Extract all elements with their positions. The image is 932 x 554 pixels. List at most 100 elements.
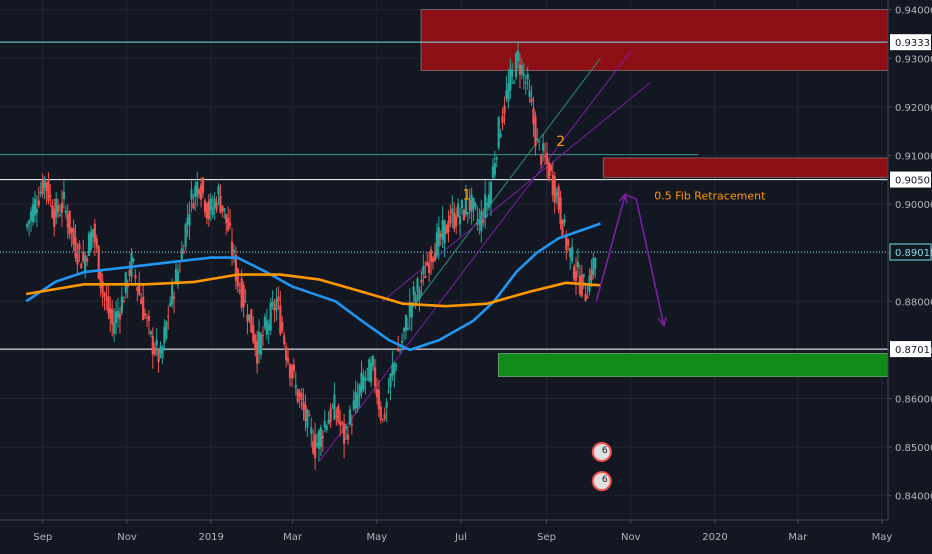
candle-body (228, 222, 232, 226)
candle-body (252, 325, 255, 343)
candle-body (389, 373, 392, 388)
candle-body (337, 405, 340, 422)
candle-body (105, 298, 108, 301)
candle-body (373, 367, 377, 387)
candle-body (352, 400, 355, 410)
candle-body (286, 357, 290, 363)
projection-path (595, 193, 665, 326)
candle-body (232, 249, 236, 252)
candle-body (62, 191, 66, 200)
candle-body (149, 331, 152, 335)
candle-body (82, 252, 85, 262)
price-tag-label: 0.90505 (895, 176, 932, 187)
candle-body (290, 365, 294, 379)
candle-body (362, 375, 365, 390)
candle-body (147, 315, 151, 322)
candle-body (584, 294, 587, 301)
candle-body (68, 210, 71, 235)
candle-body (327, 419, 330, 425)
time-axis-label: Jul (454, 532, 467, 543)
candle-body (178, 269, 181, 271)
candle-body (416, 278, 419, 292)
candle-body (470, 194, 473, 212)
candle-body (395, 365, 398, 367)
candle-body (314, 434, 317, 459)
candle-body (451, 208, 454, 215)
zone-resistance-upper (420, 9, 889, 71)
candle-body (288, 364, 292, 378)
candle-body (136, 287, 139, 291)
moving-average-line (25, 222, 601, 352)
zone-resistance-lower (602, 157, 889, 178)
candle-body (143, 313, 147, 316)
candle-body (433, 252, 437, 262)
candle-body (339, 421, 342, 426)
trendline (409, 58, 601, 312)
candle-body (385, 402, 388, 408)
candle-body (371, 356, 375, 367)
candle-body (397, 349, 400, 352)
candle-body (553, 176, 556, 203)
candle-body (122, 300, 125, 303)
candle-body (167, 316, 170, 318)
time-axis-panel (0, 520, 932, 550)
candle-body (426, 261, 429, 266)
candle-body (273, 307, 276, 311)
candle-body (33, 199, 37, 216)
candle-body (435, 232, 438, 256)
annotation-label: 0.5 Fib Retracement (654, 189, 766, 202)
candle-body (455, 215, 458, 227)
candle-body (190, 189, 193, 200)
time-axis-label: May (366, 532, 387, 543)
candle-body (567, 239, 570, 246)
candle-body (472, 197, 475, 209)
candle-body (49, 195, 52, 198)
candle-body (35, 208, 38, 213)
candle-body (458, 216, 462, 225)
candle-body (400, 340, 404, 343)
candle-body (201, 178, 205, 193)
candle-body (486, 203, 489, 206)
price-tag-label: 0.93332 (895, 38, 932, 49)
candle-body (261, 335, 265, 337)
annotation-label: 2 (556, 134, 565, 150)
candle-body (360, 372, 363, 393)
candle-body (230, 241, 234, 256)
candle-body (213, 198, 216, 208)
candle-body (557, 186, 560, 210)
candle-body (250, 309, 253, 333)
candle-body (153, 346, 156, 355)
candle-body (516, 50, 520, 61)
candle-body (182, 251, 185, 254)
candle-body (165, 321, 168, 339)
candle-body (292, 364, 295, 372)
candle-body (370, 362, 373, 383)
candle-body (344, 426, 348, 430)
candle-body (429, 249, 433, 262)
price-tag (890, 341, 931, 358)
candle-body (93, 223, 96, 243)
candle-body (161, 346, 164, 359)
candle-body (188, 213, 191, 226)
candle-body (271, 301, 274, 307)
candle-body (203, 200, 207, 213)
candle-body (418, 290, 421, 300)
candle-body (246, 314, 249, 322)
candle-body (393, 362, 396, 375)
candle-body (111, 309, 114, 325)
candle-body (476, 219, 479, 221)
candle-body (457, 203, 460, 217)
candle-body (310, 427, 313, 434)
candle-body (530, 98, 533, 103)
candle-body (323, 421, 326, 428)
candle-body (522, 73, 525, 76)
candle-body (172, 296, 176, 299)
candle-body (296, 389, 299, 402)
projection-arrowhead (657, 316, 667, 328)
candle-body (563, 219, 566, 224)
candle-body (194, 185, 197, 197)
